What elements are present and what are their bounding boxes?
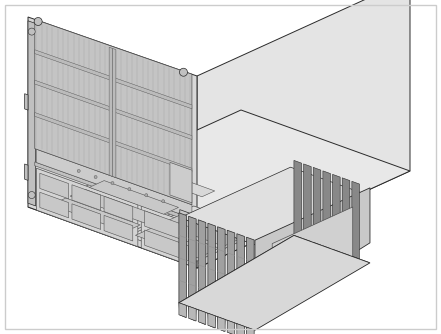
Polygon shape: [255, 188, 370, 315]
Polygon shape: [189, 216, 196, 309]
Polygon shape: [208, 223, 216, 316]
Polygon shape: [179, 303, 187, 318]
Polygon shape: [227, 320, 235, 334]
Polygon shape: [25, 164, 28, 180]
Polygon shape: [208, 313, 216, 328]
Circle shape: [77, 169, 80, 172]
Polygon shape: [72, 204, 101, 229]
Polygon shape: [333, 174, 340, 252]
Polygon shape: [197, 0, 410, 268]
Polygon shape: [217, 317, 225, 331]
Polygon shape: [28, 110, 410, 268]
Polygon shape: [189, 239, 311, 309]
Polygon shape: [237, 324, 244, 334]
Polygon shape: [217, 227, 225, 319]
Circle shape: [28, 28, 35, 35]
Polygon shape: [237, 324, 244, 334]
Circle shape: [128, 188, 131, 191]
Polygon shape: [25, 94, 28, 110]
Polygon shape: [247, 327, 254, 334]
Polygon shape: [272, 207, 353, 296]
Circle shape: [179, 68, 187, 76]
Polygon shape: [247, 327, 254, 334]
Polygon shape: [35, 162, 192, 222]
Polygon shape: [217, 249, 340, 319]
Polygon shape: [165, 177, 215, 197]
Polygon shape: [51, 198, 140, 232]
Polygon shape: [247, 260, 369, 330]
Polygon shape: [208, 313, 216, 328]
Polygon shape: [227, 230, 235, 323]
Polygon shape: [313, 167, 321, 245]
Circle shape: [28, 191, 35, 198]
Polygon shape: [189, 306, 196, 321]
Polygon shape: [35, 113, 192, 172]
Polygon shape: [72, 185, 101, 210]
Polygon shape: [70, 189, 159, 223]
Polygon shape: [180, 210, 258, 246]
Circle shape: [94, 176, 97, 178]
Polygon shape: [40, 173, 68, 199]
Polygon shape: [104, 196, 133, 222]
Polygon shape: [342, 178, 350, 256]
Polygon shape: [189, 306, 196, 321]
Polygon shape: [37, 168, 138, 246]
Polygon shape: [40, 192, 68, 218]
Polygon shape: [198, 310, 206, 325]
Circle shape: [111, 182, 114, 185]
Polygon shape: [35, 80, 192, 140]
Circle shape: [34, 17, 42, 25]
Polygon shape: [303, 164, 311, 241]
Polygon shape: [179, 303, 187, 318]
Polygon shape: [294, 160, 302, 238]
Polygon shape: [109, 47, 112, 176]
Polygon shape: [145, 230, 189, 261]
Polygon shape: [198, 310, 206, 325]
Polygon shape: [135, 226, 219, 258]
Polygon shape: [227, 253, 350, 323]
Polygon shape: [37, 149, 192, 218]
Polygon shape: [141, 206, 192, 266]
Polygon shape: [247, 237, 254, 330]
Polygon shape: [145, 211, 189, 242]
Polygon shape: [217, 317, 225, 331]
Polygon shape: [112, 48, 116, 178]
Polygon shape: [179, 235, 370, 330]
Polygon shape: [43, 175, 191, 235]
Circle shape: [162, 200, 164, 203]
Polygon shape: [198, 242, 321, 313]
Polygon shape: [180, 167, 368, 246]
Polygon shape: [208, 246, 330, 316]
Circle shape: [145, 194, 148, 197]
Polygon shape: [161, 214, 245, 246]
Polygon shape: [227, 320, 235, 334]
Polygon shape: [104, 215, 133, 241]
Polygon shape: [35, 19, 192, 205]
Polygon shape: [323, 171, 330, 248]
Polygon shape: [179, 213, 187, 306]
Polygon shape: [352, 181, 359, 259]
Polygon shape: [170, 162, 192, 203]
Polygon shape: [28, 21, 36, 206]
Polygon shape: [198, 220, 206, 313]
Polygon shape: [35, 50, 192, 109]
Polygon shape: [89, 181, 179, 214]
Polygon shape: [179, 235, 302, 306]
Polygon shape: [237, 234, 244, 326]
Polygon shape: [28, 17, 197, 268]
Polygon shape: [128, 206, 263, 261]
Polygon shape: [237, 256, 359, 326]
